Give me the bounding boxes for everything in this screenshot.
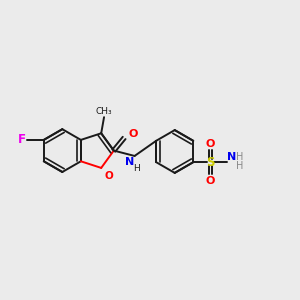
Text: F: F bbox=[18, 134, 26, 146]
Text: CH₃: CH₃ bbox=[96, 107, 112, 116]
Text: H: H bbox=[236, 161, 243, 171]
Text: O: O bbox=[128, 129, 138, 139]
Text: H: H bbox=[133, 164, 140, 173]
Text: O: O bbox=[206, 139, 215, 148]
Text: S: S bbox=[206, 156, 215, 169]
Text: N: N bbox=[227, 152, 237, 162]
Text: N: N bbox=[125, 158, 134, 167]
Text: O: O bbox=[105, 172, 113, 182]
Text: H: H bbox=[236, 152, 243, 162]
Text: O: O bbox=[206, 176, 215, 186]
